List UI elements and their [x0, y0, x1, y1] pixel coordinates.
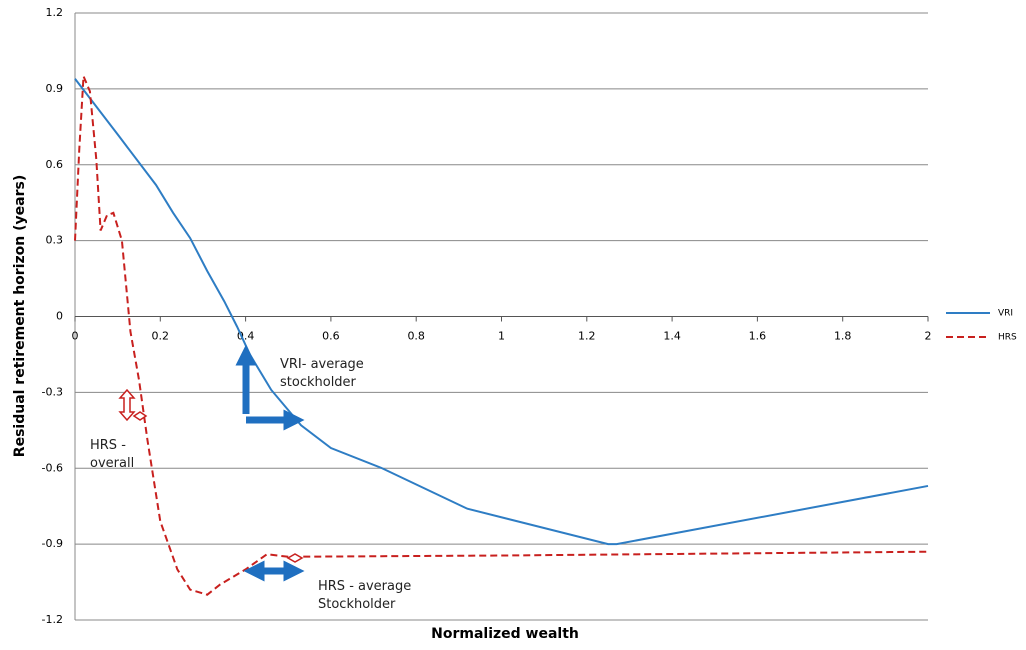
y-tick-label: 0.9 — [46, 82, 64, 95]
x-tick-label: 1.6 — [749, 330, 767, 343]
legend-label: VRI — [998, 309, 1013, 319]
y-tick-label: 0 — [56, 310, 63, 323]
y-tick-label: 0.3 — [46, 234, 64, 247]
y-tick-label: -0.9 — [42, 537, 63, 550]
x-tick-label: 1 — [498, 330, 505, 343]
annotation: VRI- average stockholder — [280, 357, 364, 390]
annotation: HRS - average Stockholder — [318, 579, 411, 612]
x-tick-label: 0.8 — [407, 330, 425, 343]
y-tick-label: -0.3 — [42, 385, 63, 398]
y-tick-label: -0.6 — [42, 461, 63, 474]
y-axis-title: Residual retirement horizon (years) — [12, 175, 28, 457]
x-tick-label: 0.4 — [237, 330, 255, 343]
x-tick-label: 0.2 — [152, 330, 170, 343]
arrow — [286, 553, 304, 563]
arrows — [118, 344, 305, 582]
x-tick-label: 2 — [925, 330, 932, 343]
y-tick-label: 0.6 — [46, 158, 64, 171]
y-tick-label: 1.2 — [46, 6, 64, 19]
x-tick-label: 1.2 — [578, 330, 596, 343]
arrow — [132, 411, 148, 421]
annotation: HRS -overall — [90, 438, 134, 471]
legend-label: HRS — [998, 333, 1017, 343]
line — [74, 78, 929, 546]
arrow — [118, 388, 136, 422]
x-tick-label: 0 — [72, 330, 79, 343]
x-tick-label: 1.4 — [663, 330, 681, 343]
y-tick-label: -1.2 — [42, 613, 63, 626]
x-axis-title: Normalized wealth — [431, 626, 579, 642]
x-tick-label: 1.8 — [834, 330, 852, 343]
x-tick-label: 0.6 — [322, 330, 340, 343]
